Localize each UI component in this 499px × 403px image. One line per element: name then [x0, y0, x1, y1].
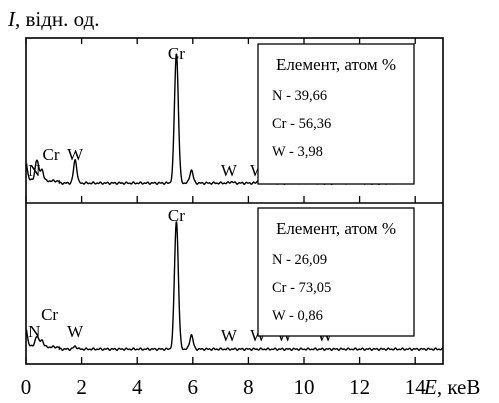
x-tick-label: 14 [405, 375, 427, 399]
peak-label-cr: Cr [168, 44, 185, 63]
peak-label-cr: Cr [43, 145, 60, 164]
x-tick-label: 4 [132, 375, 143, 399]
peak-label-cr: Cr [168, 206, 185, 225]
x-axis-unit: , кеВ [437, 375, 481, 399]
x-axis-symbol: E [423, 375, 437, 399]
spectrum-line-bottom [25, 221, 444, 352]
peak-label-n: N [28, 161, 40, 180]
legend-row-cr: Cr - 73,05 [272, 280, 331, 296]
x-tick-label: 6 [188, 375, 199, 399]
y-axis-unit: , відн. од. [15, 7, 100, 31]
legend-row-n: N - 26,09 [272, 252, 327, 268]
legend-title: Елемент, атом % [276, 219, 396, 238]
x-tick-label: 12 [349, 375, 370, 399]
legend-box [257, 43, 415, 185]
x-tick-label: 10 [294, 375, 315, 399]
peak-label-w: W [221, 326, 238, 345]
y-axis-label: I, відн. од. [7, 7, 100, 31]
peak-label-n: N [28, 322, 40, 341]
x-axis-label: E, кеВ [423, 375, 480, 399]
peak-label-w: W [221, 161, 238, 180]
legend-row-cr: Cr - 56,36 [272, 116, 331, 132]
y-axis-symbol: I [7, 7, 16, 31]
legend-top: Елемент, атом % N - 39,66 Cr - 56,36 W - 3,… [257, 43, 415, 185]
x-tick-label: 0 [21, 375, 32, 399]
x-tick-label: 2 [76, 375, 87, 399]
peak-label-w: W [67, 322, 84, 341]
x-tick-label: 8 [243, 375, 254, 399]
peak-label-cr: Cr [41, 305, 58, 324]
x-axis-ticks: 0 2 4 6 8 10 12 14 [21, 38, 426, 399]
legend-title: Елемент, атом % [276, 55, 396, 74]
legend-bottom: Елемент, атом % N - 26,09 Cr - 73,05 W - 0,… [257, 207, 415, 337]
legend-row-w: W - 3,98 [272, 144, 323, 160]
legend-box [257, 207, 415, 337]
legend-row-n: N - 39,66 [272, 88, 327, 104]
legend-row-w: W - 0,86 [272, 308, 323, 324]
peak-label-w: W [67, 145, 84, 164]
